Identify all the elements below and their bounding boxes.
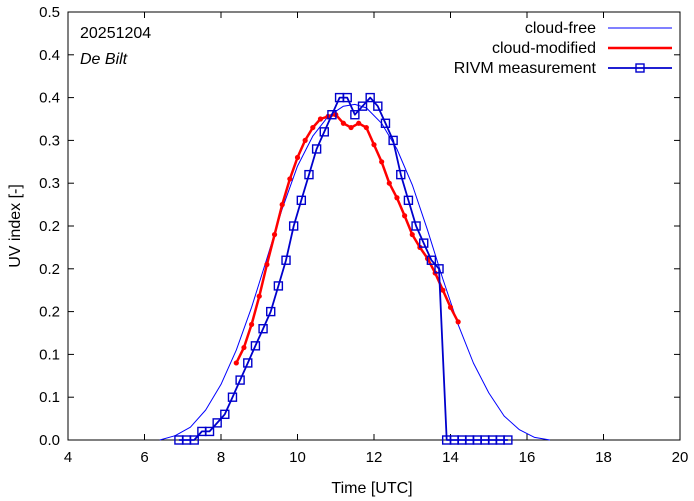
y-tick-labels: 0.0 0.1 0.1 0.2 0.2 0.2 0.3 0.3 0.4 0.4 0.5 [39, 4, 60, 449]
point-cloud-modified [256, 293, 262, 299]
point-rivm-measurement [357, 101, 368, 111]
point-rivm-measurement [380, 118, 391, 128]
point-rivm-measurement [266, 306, 276, 317]
point-rivm-measurement [388, 135, 398, 146]
point-cloud-modified [233, 360, 239, 366]
point-cloud-modified [402, 213, 408, 219]
point-cloud-modified [241, 344, 247, 351]
y-tick-label: 0.2 [39, 261, 60, 278]
point-cloud-modified [356, 120, 362, 126]
point-rivm-measurement [411, 221, 421, 231]
y-tick-label: 0.1 [39, 346, 60, 363]
x-tick-label: 18 [595, 449, 612, 466]
x-tick-label: 10 [289, 449, 306, 466]
point-rivm-measurement [396, 169, 406, 180]
point-cloud-modified [264, 261, 270, 268]
point-cloud-modified [302, 137, 308, 143]
point-cloud-modified [287, 176, 293, 182]
point-rivm-measurement [212, 418, 222, 428]
x-tick-label: 14 [442, 449, 459, 466]
point-cloud-modified [409, 231, 415, 238]
x-tick-label: 4 [64, 449, 72, 466]
point-rivm-measurement [227, 392, 238, 402]
y-tick-label: 0.3 [39, 175, 60, 192]
point-rivm-measurement [235, 375, 245, 385]
x-tick-label: 8 [217, 449, 225, 466]
y-tick-label: 0.2 [39, 218, 60, 235]
point-cloud-modified [394, 195, 400, 201]
point-cloud-modified [440, 287, 446, 293]
y-tick-label: 0.3 [39, 132, 60, 149]
point-rivm-measurement [342, 92, 352, 103]
x-tick-label: 16 [519, 449, 536, 466]
point-rivm-measurement [204, 426, 215, 437]
point-rivm-measurement [220, 409, 230, 420]
station-annotation: De Bilt [80, 51, 128, 68]
tick-marks [67, 11, 681, 441]
point-rivm-measurement [365, 92, 375, 103]
point-rivm-measurement [403, 195, 414, 206]
point-rivm-measurement [288, 221, 299, 231]
point-rivm-measurement [350, 110, 360, 120]
y-tick-label: 0.1 [39, 389, 60, 406]
point-cloud-modified [317, 116, 324, 122]
legend: cloud-free cloud-modified RIVM measureme… [454, 20, 672, 77]
point-rivm-measurement [189, 435, 199, 445]
legend-label-rivm-measurement: RIVM measurement [454, 60, 597, 77]
series-line-cloud-free [159, 103, 551, 441]
point-cloud-modified [386, 180, 392, 186]
point-rivm-measurement [250, 341, 261, 351]
point-cloud-modified [249, 321, 255, 328]
point-rivm-measurement [258, 324, 268, 334]
point-cloud-modified [455, 319, 461, 325]
point-cloud-modified [371, 142, 377, 148]
x-axis-title: Time [UTC] [331, 480, 412, 497]
legend-label-cloud-modified: cloud-modified [492, 40, 596, 57]
point-rivm-measurement [426, 255, 437, 265]
y-tick-label: 0.5 [39, 4, 60, 21]
point-cloud-modified [363, 124, 369, 131]
point-rivm-measurement [296, 195, 307, 206]
point-rivm-measurement [304, 169, 314, 180]
point-cloud-modified [340, 120, 346, 126]
point-rivm-measurement [311, 144, 322, 154]
point-cloud-modified [310, 124, 316, 131]
x-tick-label: 6 [140, 449, 148, 466]
point-cloud-modified [279, 202, 285, 208]
y-tick-label: 0.4 [39, 47, 60, 64]
point-cloud-modified [348, 124, 354, 131]
x-tick-labels: 4 6 8 10 12 14 16 18 20 [64, 449, 689, 466]
y-tick-label: 0.0 [39, 432, 60, 449]
y-tick-label: 0.2 [39, 304, 60, 321]
point-rivm-measurement [373, 101, 383, 111]
y-tick-label: 0.4 [39, 90, 60, 107]
point-cloud-modified [294, 154, 301, 161]
legend-label-cloud-free: cloud-free [525, 20, 596, 37]
point-rivm-measurement [419, 238, 429, 248]
series-line-rivm-measurement [178, 96, 508, 441]
y-axis-title: UV index [-] [7, 184, 24, 268]
x-tick-label: 20 [672, 449, 689, 466]
point-rivm-measurement [273, 281, 284, 291]
x-tick-label: 12 [366, 449, 383, 466]
date-annotation: 20251204 [80, 25, 151, 42]
point-cloud-modified [447, 304, 454, 310]
point-rivm-measurement [319, 127, 329, 137]
point-rivm-measurement [327, 110, 337, 120]
point-cloud-modified [379, 159, 385, 165]
legend-swatch-rivm-marker [635, 63, 645, 73]
point-rivm-measurement [503, 435, 513, 445]
point-rivm-measurement [434, 264, 444, 274]
point-rivm-measurement [281, 255, 291, 265]
point-rivm-measurement [243, 358, 253, 368]
point-cloud-modified [271, 231, 278, 238]
series-group [159, 92, 551, 445]
